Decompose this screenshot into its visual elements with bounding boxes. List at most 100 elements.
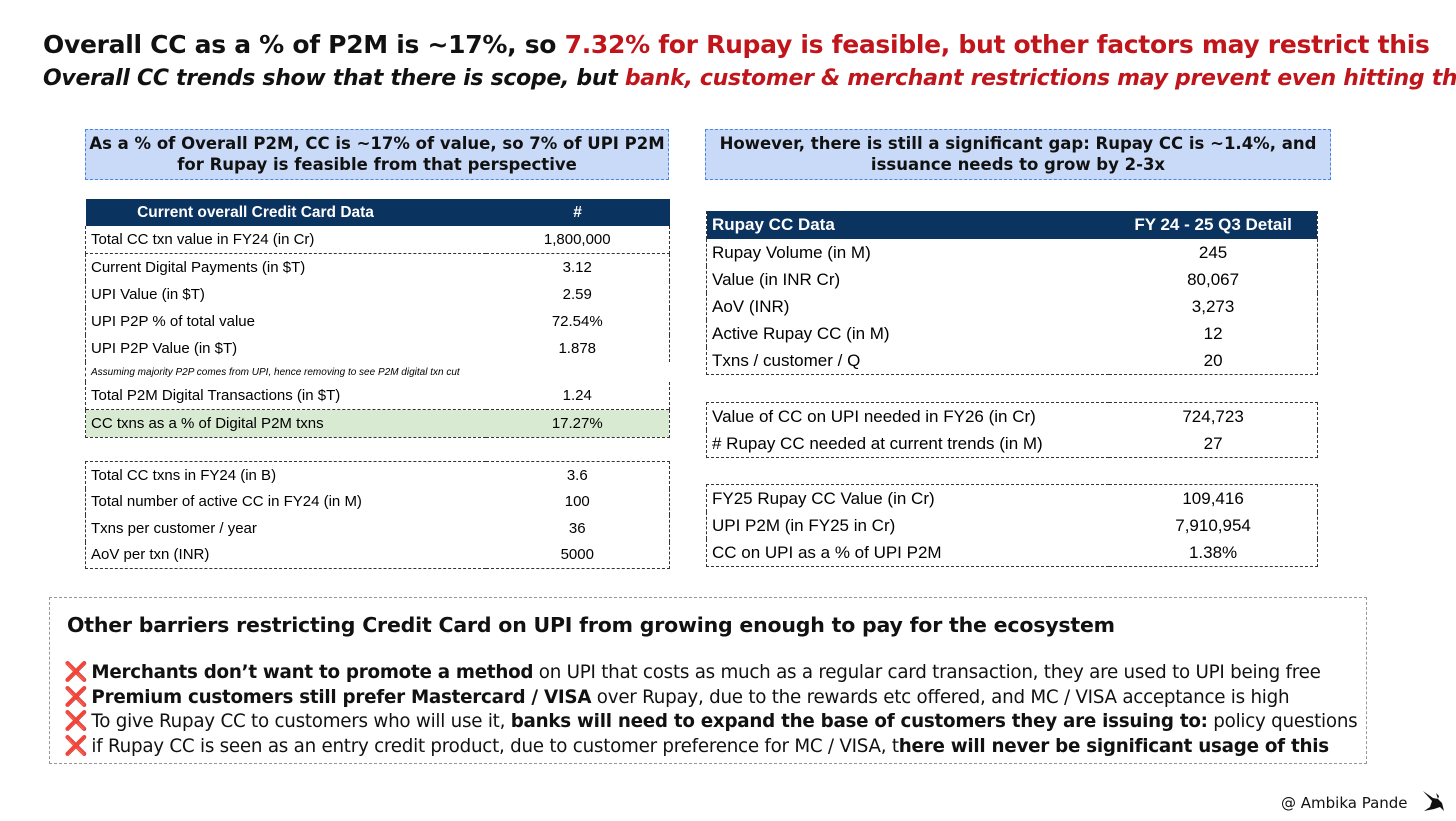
row-label: CC txns as a % of Digital P2M txns: [85, 409, 486, 438]
row-value: 7,910,954: [1175, 515, 1251, 535]
callout-left: As a % of Overall P2M, CC is ~17% of val…: [85, 129, 669, 180]
barrier-bold: here will never be significant usage of …: [898, 736, 1329, 757]
row-label: CC on UPI as a % of UPI P2M: [712, 542, 942, 562]
row-label: UPI P2P % of total value: [85, 308, 486, 335]
table-row: UPI P2P % of total value 72.54%: [85, 308, 670, 335]
table-row: # Rupay CC needed at current trends (in …: [707, 430, 1318, 458]
row-value: 3.12: [485, 253, 670, 281]
row-value: 17.27%: [485, 409, 670, 438]
cross-mark-icon: ❌: [64, 710, 88, 732]
bird-logo-icon: [1423, 791, 1444, 811]
row-label: Total number of active CC in FY24 (in M): [91, 493, 362, 511]
table-row: Total CC txns in FY24 (in B) 3.6: [86, 462, 670, 489]
table-row: AoV (INR) 3,273: [707, 293, 1318, 320]
table-row: Current Digital Payments (in $T) 3.12: [85, 253, 670, 281]
table-header-row: Rupay CC Data FY 24 - 25 Q3 Detail: [706, 211, 1318, 239]
table-row: CC on UPI as a % of UPI P2M 1.38%: [707, 539, 1318, 567]
barrier-text: To give Rupay CC to customers who will u…: [91, 711, 511, 732]
barrier-bold: Premium customers still prefer Mastercar…: [91, 687, 592, 708]
cross-mark-icon: ❌: [64, 735, 88, 757]
page-title: Overall CC as a % of P2M is ~17%, so 7.3…: [43, 30, 1430, 59]
rupay-data-table: Rupay CC Data FY 24 - 25 Q3 Detail Rupay…: [706, 211, 1318, 375]
subtitle-lead: Overall CC trends show that there is sco…: [43, 66, 625, 91]
row-value: 27: [1203, 433, 1223, 453]
barrier-item: ❌ if Rupay CC is seen as an entry credit …: [64, 734, 1329, 757]
row-value: 100: [564, 493, 590, 511]
highlighted-row: CC txns as a % of Digital P2M txns 17.27…: [85, 409, 670, 438]
row-label: FY25 Rupay CC Value (in Cr): [712, 488, 935, 508]
author-credit: @ Ambika Pande: [1281, 794, 1408, 812]
row-value: 1.24: [485, 382, 670, 410]
barriers-title: Other barriers restricting Credit Card o…: [67, 613, 1115, 637]
table-row: UPI Value (in $T) 2.59: [85, 281, 670, 308]
table-row: Txns per customer / year 36: [86, 515, 670, 542]
table-row: Txns / customer / Q 20: [707, 347, 1318, 375]
barrier-text: if Rupay CC is seen as an entry credit p…: [91, 736, 899, 757]
row-value: 109,416: [1182, 488, 1244, 508]
row-label: Total CC txn value in FY24 (in Cr): [85, 226, 486, 254]
row-value: 12: [1203, 323, 1223, 343]
row-label: UPI P2M (in FY25 in Cr): [712, 515, 896, 535]
column-header: Current overall Credit Card Data: [85, 199, 486, 226]
table-row: Total CC txn value in FY24 (in Cr) 1,800…: [85, 226, 670, 254]
barrier-item: ❌ To give Rupay CC to customers who will …: [64, 709, 1358, 732]
row-label: Active Rupay CC (in M): [712, 323, 890, 343]
row-label: Rupay Volume (in M): [712, 242, 871, 262]
table-row: UPI P2P Value (in $T) 1.878: [85, 335, 670, 362]
column-header: FY 24 - 25 Q3 Detail: [1109, 211, 1318, 239]
barrier-bold: banks will need to expand the base of cu…: [510, 711, 1208, 732]
cc-data-table: Current overall Credit Card Data # Total…: [85, 199, 670, 438]
row-value: 1.878: [485, 335, 670, 362]
barrier-item: ❌ Merchants don’t want to promote a metho…: [64, 660, 1321, 683]
table-row: Active Rupay CC (in M) 12: [707, 320, 1318, 347]
barrier-text: on UPI that costs as much as a regular c…: [533, 662, 1321, 683]
table-row: Total number of active CC in FY24 (in M)…: [86, 489, 670, 516]
table-row: FY25 Rupay CC Value (in Cr) 109,416: [707, 485, 1318, 513]
row-label: UPI P2P Value (in $T): [85, 335, 486, 362]
callout-right: However, there is still a significant ga…: [705, 129, 1331, 180]
title-lead: Overall CC as a % of P2M is ~17%, so: [43, 30, 565, 59]
cross-mark-icon: ❌: [64, 661, 88, 683]
barrier-item: ❌ Premium customers still prefer Masterca…: [64, 685, 1290, 708]
row-value: 1,800,000: [485, 226, 670, 254]
row-value: 724,723: [1182, 406, 1244, 426]
row-value: 80,067: [1187, 269, 1240, 289]
row-label: Value (in INR Cr): [712, 269, 841, 289]
fy25-rupay-table: FY25 Rupay CC Value (in Cr) 109,416 UPI …: [706, 484, 1318, 567]
column-header: Rupay CC Data: [706, 211, 1110, 239]
table-row: Value (in INR Cr) 80,067: [707, 266, 1318, 293]
row-value: 20: [1203, 350, 1223, 370]
row-value: 1.38%: [1188, 542, 1238, 562]
subtitle-emphasis: bank, customer & merchant restrictions m…: [624, 66, 1456, 91]
row-value: 3.6: [566, 466, 588, 484]
title-emphasis: 7.32% for Rupay is feasible, but other f…: [564, 30, 1430, 59]
row-label: Total CC txns in FY24 (in B): [91, 466, 277, 484]
row-label: AoV (INR): [712, 296, 790, 316]
callout-right-line1: However, there is still a significant ga…: [719, 134, 1317, 153]
row-value: 3,273: [1191, 296, 1235, 316]
row-value: 72.54%: [485, 308, 670, 335]
row-value: 5000: [560, 546, 594, 564]
row-label: # Rupay CC needed at current trends (in …: [712, 433, 1043, 453]
table-note: Assuming majority P2P comes from UPI, he…: [85, 362, 670, 382]
row-label: UPI Value (in $T): [85, 281, 486, 308]
page-subtitle: Overall CC trends show that there is sco…: [43, 66, 1456, 91]
table-row: Value of CC on UPI needed in FY26 (in Cr…: [707, 403, 1318, 431]
barrier-text: policy questions: [1207, 711, 1358, 732]
table-row: UPI P2M (in FY25 in Cr) 7,910,954: [707, 512, 1318, 539]
rupay-needed-table: Value of CC on UPI needed in FY26 (in Cr…: [706, 402, 1318, 458]
row-label: Txns / customer / Q: [712, 350, 861, 370]
row-value: 2.59: [485, 281, 670, 308]
row-value: 36: [568, 519, 586, 537]
table-row: Rupay Volume (in M) 245: [707, 239, 1318, 266]
row-label: AoV per txn (INR): [91, 546, 210, 564]
row-label: Txns per customer / year: [91, 519, 257, 537]
table-note-row: Assuming majority P2P comes from UPI, he…: [85, 362, 670, 382]
callout-left-line2: for Rupay is feasible from that perspect…: [177, 155, 577, 174]
barriers-box: Other barriers restricting Credit Card o…: [49, 597, 1367, 764]
table-header-row: Current overall Credit Card Data #: [85, 199, 670, 226]
callout-right-line2: issuance needs to grow by 2-3x: [870, 155, 1166, 174]
table-row: AoV per txn (INR) 5000: [86, 542, 670, 569]
barrier-bold: Merchants don’t want to promote a method: [91, 662, 534, 683]
barrier-text: over Rupay, due to the rewards etc offer…: [591, 687, 1290, 708]
